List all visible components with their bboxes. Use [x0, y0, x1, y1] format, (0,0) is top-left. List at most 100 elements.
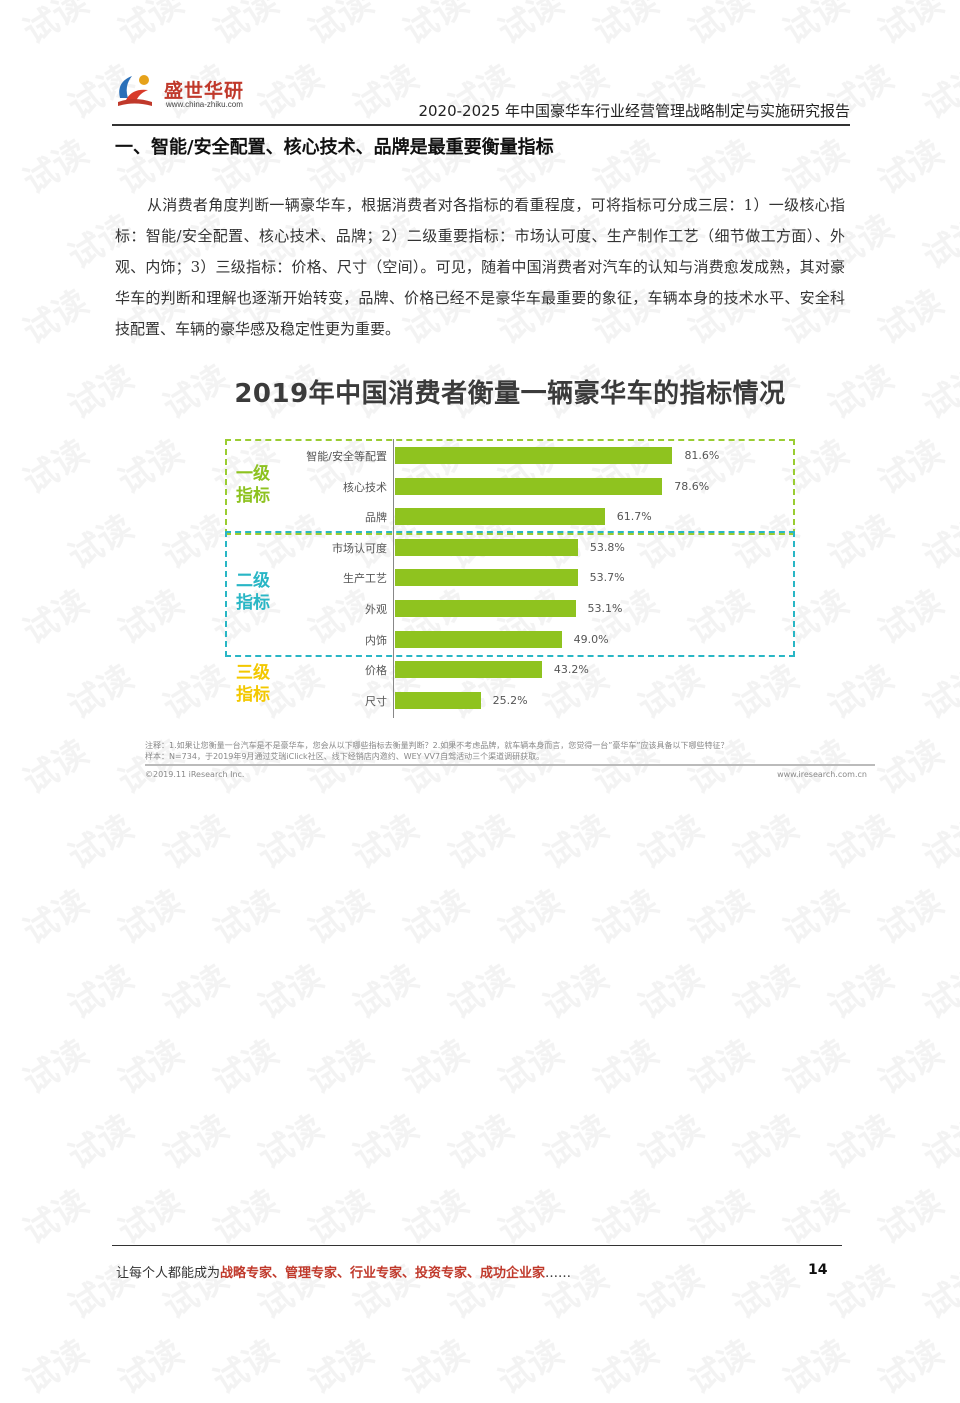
section-heading: 一、智能/安全配置、核心技术、品牌是最重要衡量指标	[115, 137, 554, 158]
chart-bar	[395, 538, 578, 556]
watermark-tile: 试读	[776, 1332, 856, 1403]
tier-label-line-1: 一级	[236, 463, 270, 484]
watermark-tile: 试读	[396, 0, 476, 53]
page-header: 盛世华研 www.china-zhiku.com 2020-2025 年中国豪华…	[112, 62, 850, 126]
watermark-tile: 试读	[871, 432, 951, 503]
watermark-tile: 试读	[916, 507, 960, 578]
body-paragraph: 从消费者角度判断一辆豪华车，根据消费者对各指标的看重程度，可将指标可分成三层：1…	[115, 196, 845, 338]
watermark-tile: 试读	[61, 957, 141, 1028]
watermark-tile: 试读	[206, 0, 286, 53]
chart-bar	[395, 477, 663, 495]
watermark-tile: 试读	[441, 1107, 521, 1178]
watermark-tile: 试读	[111, 1332, 191, 1403]
watermark-tile: 试读	[16, 582, 96, 653]
watermark-tile: 试读	[156, 807, 236, 878]
watermark-tile: 试读	[61, 507, 141, 578]
chart-bar	[395, 630, 562, 648]
category-label: 智能/安全等配置	[306, 450, 387, 463]
chart-bar	[395, 508, 605, 526]
watermark-tile: 试读	[586, 0, 666, 53]
tier-label-line-2: 指标	[236, 485, 270, 506]
watermark-tile: 试读	[16, 882, 96, 953]
watermark-tile: 试读	[491, 882, 571, 953]
watermark-tile: 试读	[916, 807, 960, 878]
watermark-tile: 试读	[111, 0, 191, 53]
chart-note-line-1: 注释：1.如果让您衡量一台汽车是不是豪华车，您会从以下哪些指标去衡量判断？2.如…	[145, 741, 729, 750]
watermark-tile: 试读	[631, 1257, 711, 1328]
watermark-tile: 试读	[396, 1182, 476, 1253]
watermark-tile: 试读	[396, 1332, 476, 1403]
watermark-tile: 试读	[726, 957, 806, 1028]
watermark-tile: 试读	[346, 957, 426, 1028]
watermark-tile: 试读	[916, 207, 960, 278]
watermark-tile: 试读	[536, 807, 616, 878]
category-label: 生产工艺	[343, 572, 387, 586]
watermark-tile: 试读	[111, 1182, 191, 1253]
chart-copyright: ©2019.11 iResearch Inc.	[145, 770, 245, 779]
chart-axis-line	[393, 439, 394, 719]
watermark-tile: 试读	[916, 1257, 960, 1328]
watermark-tile: 试读	[251, 807, 331, 878]
tier-label-line-1: 三级	[236, 662, 270, 683]
watermark-tile: 试读	[346, 1107, 426, 1178]
tier-label-line-1: 二级	[236, 571, 270, 591]
chart-bar	[395, 569, 578, 587]
watermark-tile: 试读	[61, 807, 141, 878]
watermark-tile: 试读	[111, 882, 191, 953]
watermark-tile: 试读	[16, 1182, 96, 1253]
watermark-tile: 试读	[631, 957, 711, 1028]
watermark-tile: 试读	[916, 957, 960, 1028]
watermark-tile: 试读	[61, 1107, 141, 1178]
chart-source-divider	[145, 764, 875, 766]
watermark-tile: 试读	[871, 132, 951, 203]
watermark-tile: 试读	[776, 1032, 856, 1103]
chart-note: 注释：1.如果让您衡量一台汽车是不是豪华车，您会从以下哪些指标去衡量判断？2.如…	[145, 740, 845, 762]
watermark-tile: 试读	[681, 1332, 761, 1403]
watermark-tile: 试读	[681, 1182, 761, 1253]
watermark-tile: 试读	[821, 807, 901, 878]
tier-box-1	[225, 439, 795, 535]
watermark-tile: 试读	[441, 957, 521, 1028]
value-label: 53.1%	[587, 602, 623, 615]
value-label: 53.7%	[589, 571, 625, 585]
footer-slogan-suffix: ……	[545, 1266, 572, 1281]
watermark-tile: 试读	[61, 657, 141, 728]
watermark-tile: 试读	[586, 1032, 666, 1103]
watermark-tile: 试读	[301, 1332, 381, 1403]
watermark-tile: 试读	[61, 357, 141, 428]
tier-label-line-2: 指标	[236, 684, 270, 705]
watermark-tile: 试读	[586, 1182, 666, 1253]
category-label: 内饰	[365, 633, 387, 647]
logo-icon	[118, 75, 152, 106]
footer-divider	[112, 1245, 842, 1246]
tier-label-3: 三级 指标	[233, 662, 273, 706]
watermark-tile: 试读	[681, 1032, 761, 1103]
watermark-tile: 试读	[16, 1032, 96, 1103]
watermark-tile: 试读	[206, 1182, 286, 1253]
watermark-tile: 试读	[821, 957, 901, 1028]
watermark-tile: 试读	[156, 957, 236, 1028]
watermark-tile: 试读	[491, 1032, 571, 1103]
watermark-tile: 试读	[631, 807, 711, 878]
value-label: 78.6%	[674, 479, 710, 493]
value-label: 53.8%	[589, 540, 625, 554]
category-label: 品牌	[365, 511, 387, 525]
watermark-tile: 试读	[536, 1107, 616, 1178]
footer-slogan-prefix: 让每个人都能成为	[116, 1266, 221, 1281]
watermark-tile: 试读	[916, 657, 960, 728]
watermark-tile: 试读	[631, 1107, 711, 1178]
watermark-tile: 试读	[681, 882, 761, 953]
watermark-tile: 试读	[301, 0, 381, 53]
watermark-tile: 试读	[16, 432, 96, 503]
chart-bar	[395, 600, 576, 617]
watermark-tile: 试读	[301, 1032, 381, 1103]
watermark-tile: 试读	[871, 1032, 951, 1103]
category-label: 尺寸	[365, 694, 387, 708]
watermark-tile: 试读	[776, 0, 856, 53]
watermark-tile: 试读	[871, 732, 951, 803]
watermark-tile: 试读	[871, 1332, 951, 1403]
watermark-tile: 试读	[441, 807, 521, 878]
header-divider	[112, 124, 850, 126]
chart-title: 2019年中国消费者衡量一辆豪华车的指标情况	[234, 379, 786, 409]
watermark-tile: 试读	[206, 1032, 286, 1103]
